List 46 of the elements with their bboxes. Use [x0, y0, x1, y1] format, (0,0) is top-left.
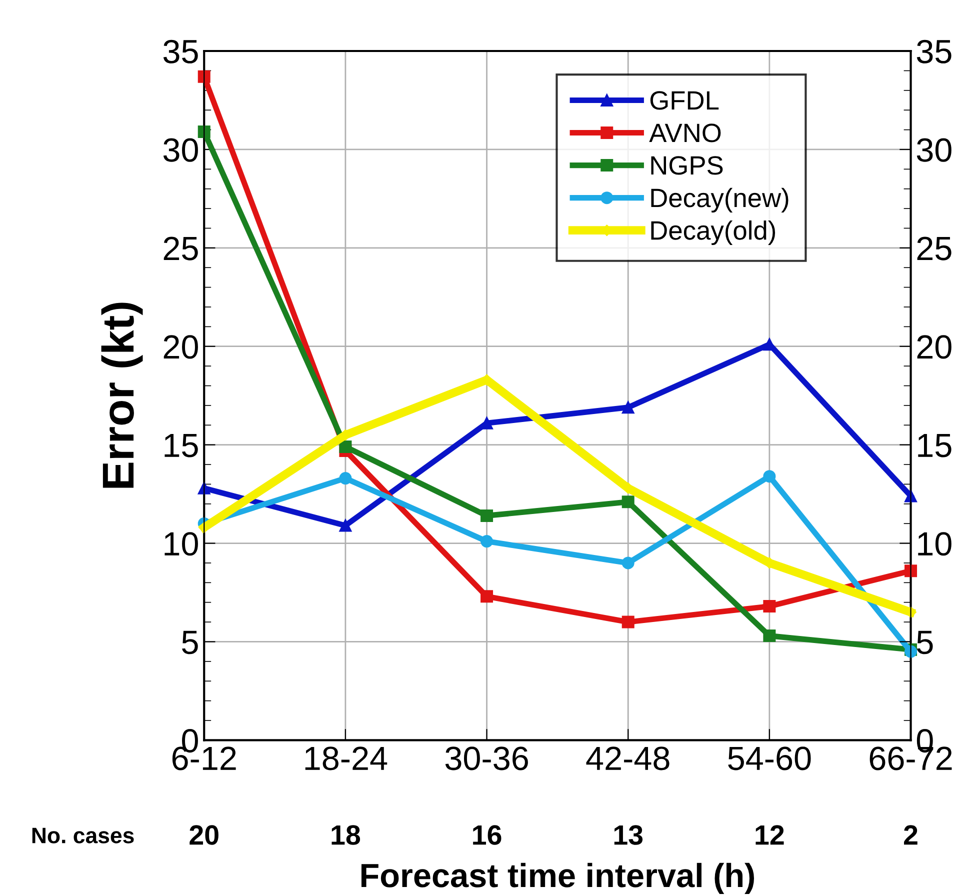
y-tick-label: 30 — [163, 138, 198, 162]
point — [198, 70, 210, 83]
text: 2 — [904, 825, 918, 845]
y-axis-title: Error (kt) — [101, 302, 143, 488]
legend-label: NGPS — [651, 156, 723, 175]
point — [339, 519, 352, 532]
point — [622, 556, 634, 570]
point — [622, 496, 634, 508]
y-tick-label: 10 — [164, 532, 198, 556]
point — [339, 472, 352, 485]
point — [763, 470, 776, 483]
y2-tick-label: 35 — [916, 40, 952, 64]
point — [198, 125, 210, 138]
y-tick-label: 35 — [163, 40, 198, 64]
y2-tick-label: 20 — [917, 335, 952, 359]
text: 18 — [332, 825, 360, 845]
point — [622, 401, 634, 414]
legend-label: GFDL — [650, 91, 719, 110]
text: 12 — [756, 825, 784, 845]
x-tick-label: 18-24 — [305, 746, 388, 770]
point — [339, 440, 352, 454]
y-tick-label: 25 — [164, 236, 198, 260]
y-tick-label: 15 — [164, 434, 198, 458]
y2-tick-label: 5 — [916, 630, 933, 654]
y-tick-label: 20 — [164, 335, 198, 359]
legend-label: Decay(old) — [651, 220, 776, 246]
point — [763, 630, 776, 642]
y-tick-label: 5 — [182, 630, 198, 654]
text: 13 — [614, 825, 643, 845]
point — [763, 600, 776, 613]
point — [480, 509, 494, 522]
point — [480, 590, 494, 603]
x-tick-label: 54-60 — [728, 746, 811, 770]
x-tick-label: 30-36 — [445, 746, 528, 770]
y2-tick-label: 10 — [918, 532, 952, 556]
point — [480, 535, 494, 548]
text: No. cases — [32, 828, 134, 844]
point — [622, 616, 634, 628]
legend-label: AVNO — [649, 124, 721, 142]
text: 16 — [473, 825, 502, 845]
y2-tick-label: 15 — [918, 434, 952, 458]
x-tick-label: 42-48 — [586, 746, 670, 770]
x-axis-title: Forecast time interval (h) — [361, 862, 754, 894]
y2-tick-label: 30 — [916, 138, 952, 162]
legend-label: Decay(new) — [651, 188, 788, 213]
y2-tick-label: 25 — [917, 236, 952, 260]
